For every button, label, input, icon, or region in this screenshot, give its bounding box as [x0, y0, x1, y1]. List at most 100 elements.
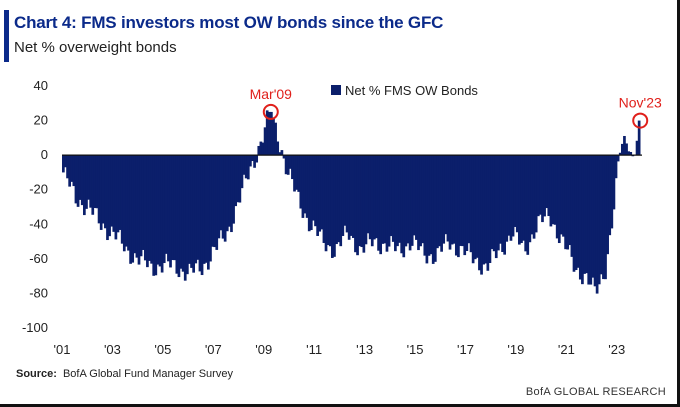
legend: Net % FMS OW Bonds [331, 83, 478, 98]
bar [156, 155, 160, 265]
bar [581, 155, 584, 285]
bar [72, 155, 76, 187]
x-tick-label: '21 [558, 342, 575, 357]
bar [572, 155, 576, 272]
bar [423, 155, 427, 256]
y-tick-label: 20 [34, 113, 48, 128]
bar [295, 155, 298, 190]
bar [509, 155, 513, 241]
x-tick-label: '09 [255, 342, 272, 357]
bar [89, 155, 93, 208]
bar [547, 155, 551, 217]
bar [198, 155, 202, 272]
bar [347, 155, 351, 240]
bar [492, 155, 496, 252]
bar [497, 155, 500, 251]
bar [564, 155, 567, 250]
bar [280, 150, 284, 156]
bar [459, 155, 462, 246]
bar [419, 155, 422, 247]
source-text: BofA Global Fund Manager Survey [62, 368, 233, 380]
bar [522, 155, 525, 241]
bar [473, 155, 477, 260]
bar [76, 155, 80, 207]
bar [307, 155, 311, 232]
bar [623, 135, 626, 156]
bar [339, 155, 343, 247]
bar [135, 155, 139, 258]
bar [488, 155, 492, 263]
bar [62, 155, 65, 173]
bar [507, 155, 511, 236]
bar [261, 142, 265, 156]
bar [534, 155, 538, 233]
bar [185, 155, 189, 275]
bar [131, 155, 135, 263]
bar [511, 155, 515, 237]
x-tick-label: '01 [54, 342, 71, 357]
bar [129, 155, 132, 264]
bar [457, 155, 460, 258]
bar [207, 155, 210, 270]
bar [515, 155, 519, 233]
bar [204, 155, 208, 263]
bar [293, 155, 296, 192]
bar [324, 155, 328, 252]
y-tick-label: 0 [41, 147, 48, 162]
bar [335, 155, 338, 245]
bar [398, 155, 401, 243]
bar [593, 155, 597, 287]
bar [629, 151, 633, 156]
bar [328, 155, 332, 247]
bar [627, 151, 630, 156]
bar [543, 155, 546, 217]
bar [555, 155, 559, 239]
bar [169, 155, 172, 268]
bar [232, 155, 235, 224]
bar [234, 155, 238, 207]
bar [70, 155, 74, 182]
bar [612, 155, 616, 210]
bar [150, 155, 153, 264]
bar [223, 155, 227, 242]
bar [158, 155, 162, 267]
x-tick-label: '23 [608, 342, 625, 357]
bar [560, 155, 563, 235]
bar [549, 155, 553, 227]
bar [114, 155, 118, 240]
bar [139, 155, 143, 257]
bar [259, 141, 263, 156]
x-axis-ticks: '01 '03 '05 '07 '09 '11 '13 '15 '17 '19 '21 '23 [54, 342, 626, 357]
bar [499, 155, 502, 244]
bar [408, 155, 412, 251]
bar [125, 155, 128, 247]
bar [616, 155, 620, 162]
bar [282, 155, 286, 159]
bar [253, 155, 256, 168]
y-tick-label: -20 [29, 182, 48, 197]
bar [602, 155, 605, 280]
bar [118, 155, 122, 230]
bar [442, 155, 446, 244]
bar [545, 155, 549, 209]
bar [471, 155, 475, 264]
bar [578, 155, 582, 280]
bar [175, 155, 179, 274]
bar [213, 155, 216, 248]
bar [337, 155, 340, 243]
bar [188, 155, 191, 264]
bar [591, 155, 595, 278]
bar [127, 155, 130, 251]
bar [209, 155, 212, 262]
bar [377, 155, 380, 251]
bar [148, 155, 151, 261]
bar [284, 155, 288, 175]
bar [211, 155, 214, 247]
bar [122, 155, 126, 252]
bar [68, 155, 71, 187]
bar [618, 152, 622, 156]
bar [391, 155, 395, 242]
bar [91, 155, 95, 215]
bar [595, 155, 599, 294]
